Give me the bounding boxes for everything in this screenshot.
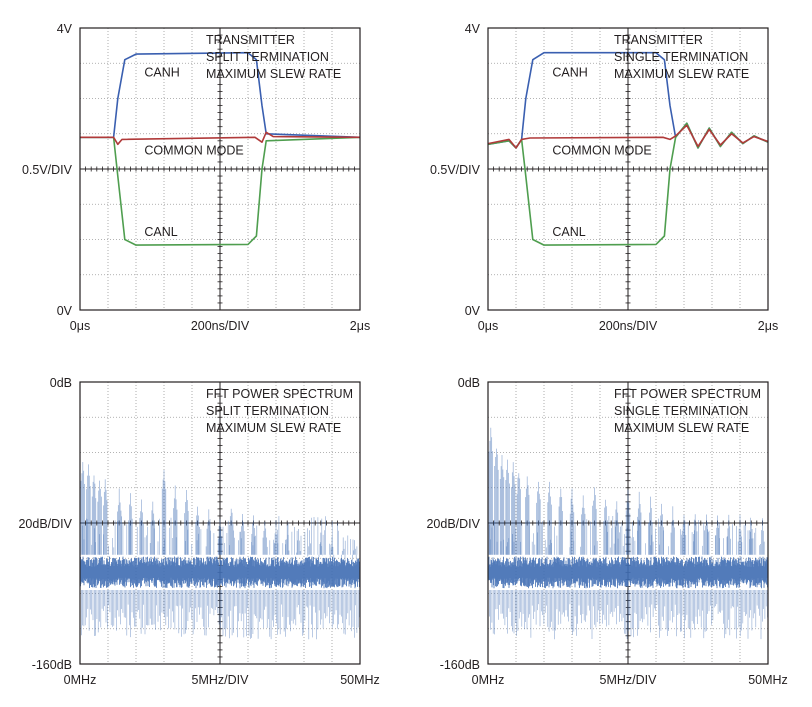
chart-panel-4: FFT POWER SPECTRUM SINGLE TERMINATION MAXI… (426, 376, 787, 687)
chart-title-line: MAXIMUM SLEW RATE (206, 421, 341, 435)
series-common-mode (487, 124, 769, 149)
spectrum-trace (79, 462, 361, 640)
chart-title-line: FFT POWER SPECTRUM (206, 387, 353, 401)
x-label-scale: 200ns/DIV (191, 319, 250, 333)
chart-title-line: MAXIMUM SLEW RATE (614, 67, 749, 81)
y-label-scale: 0.5V/DIV (430, 163, 481, 177)
center-crosshair (80, 28, 360, 310)
series-common-mode (80, 131, 361, 146)
chart-title-line: FFT POWER SPECTRUM (614, 387, 761, 401)
plot-frame (79, 381, 361, 665)
series-label: CANL (144, 225, 177, 239)
series-label: COMMON MODE (144, 143, 243, 157)
x-label-right: 50MHz (340, 673, 380, 687)
chart-title-line: SPLIT TERMINATION (206, 50, 329, 64)
series-label: CANL (552, 225, 585, 239)
series-label: CANH (552, 65, 587, 79)
series-canh (80, 51, 361, 139)
center-crosshair (488, 28, 768, 310)
plot-frame (487, 27, 769, 311)
y-label-scale: 20dB/DIV (18, 517, 72, 531)
x-label-right: 2μs (758, 319, 778, 333)
y-label-top: 0dB (458, 376, 480, 390)
chart-title-line: MAXIMUM SLEW RATE (206, 67, 341, 81)
chart-title-line: MAXIMUM SLEW RATE (614, 421, 749, 435)
plot-frame (487, 381, 769, 665)
chart-panel-2: CANH CANL COMMON MODE TRANSMITTER SINGLE TER… (430, 22, 778, 333)
x-label-right: 50MHz (748, 673, 788, 687)
x-label-left: 0μs (478, 319, 498, 333)
x-label-scale: 200ns/DIV (599, 319, 658, 333)
y-label-scale: 20dB/DIV (426, 517, 480, 531)
series-label: CANH (144, 65, 179, 79)
x-label-left: 0MHz (472, 673, 505, 687)
chart-title-line: TRANSMITTER (614, 33, 703, 47)
chart-title-line: SPLIT TERMINATION (206, 404, 329, 418)
y-label-bottom: 0V (465, 304, 481, 318)
series-canl (80, 136, 361, 246)
x-label-left: 0MHz (64, 673, 97, 687)
chart-panel-3: FFT POWER SPECTRUM SPLIT TERMINATION MAXIM… (18, 376, 379, 687)
y-label-top: 4V (57, 22, 73, 36)
plot-frame (79, 27, 361, 311)
x-label-left: 0μs (70, 319, 90, 333)
x-label-right: 2μs (350, 319, 370, 333)
spectrum-trace (487, 427, 769, 640)
chart-title-line: TRANSMITTER (206, 33, 295, 47)
noise-floor (79, 556, 361, 589)
y-label-bottom: -160dB (440, 658, 480, 672)
y-label-bottom: -160dB (32, 658, 72, 672)
chart-title-line: SINGLE TERMINATION (614, 404, 748, 418)
noise-floor (487, 556, 769, 589)
x-label-scale: 5MHz/DIV (192, 673, 250, 687)
chart-panel-1: CANH CANL COMMON MODE TRANSMITTER SPLIT TERM… (22, 22, 370, 333)
y-label-top: 0dB (50, 376, 72, 390)
y-label-scale: 0.5V/DIV (22, 163, 73, 177)
series-label: COMMON MODE (552, 143, 651, 157)
y-label-bottom: 0V (57, 304, 73, 318)
x-label-scale: 5MHz/DIV (600, 673, 658, 687)
y-label-top: 4V (465, 22, 481, 36)
chart-title-line: SINGLE TERMINATION (614, 50, 748, 64)
